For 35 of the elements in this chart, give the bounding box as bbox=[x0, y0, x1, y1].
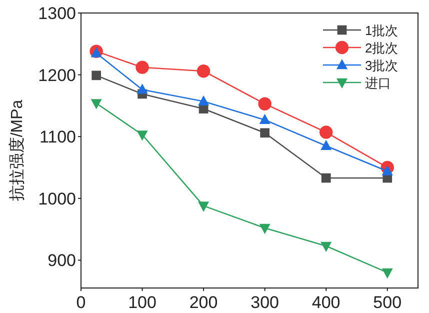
point bbox=[260, 128, 270, 138]
point bbox=[136, 84, 148, 94]
point bbox=[382, 165, 393, 176]
point bbox=[321, 173, 331, 183]
y-axis-title: 抗拉强度/MPa bbox=[8, 100, 26, 202]
point bbox=[196, 64, 210, 78]
x-tick-label: 200 bbox=[189, 293, 218, 312]
x-tick-label: 400 bbox=[312, 293, 340, 312]
y-tick-label: 900 bbox=[48, 251, 76, 270]
point bbox=[320, 140, 332, 150]
point bbox=[136, 130, 148, 141]
point bbox=[198, 95, 210, 106]
legend-label: 1批次 bbox=[365, 23, 398, 38]
point bbox=[259, 224, 270, 234]
point bbox=[136, 60, 149, 74]
y-tick-label: 1000 bbox=[38, 189, 76, 208]
point bbox=[90, 47, 102, 58]
x-tick-label: 0 bbox=[76, 293, 86, 312]
y-tick-label: 1100 bbox=[39, 128, 76, 147]
point bbox=[320, 242, 332, 252]
legend-label: 3批次 bbox=[365, 58, 398, 73]
x-tick-label: 100 bbox=[128, 293, 156, 312]
point bbox=[382, 268, 393, 279]
x-tick-label: 300 bbox=[250, 293, 280, 312]
legend-label: 进口 bbox=[365, 76, 391, 90]
x-tick-label: 500 bbox=[373, 293, 402, 312]
point bbox=[92, 70, 101, 80]
y-tick-label: 1200 bbox=[38, 66, 76, 85]
point bbox=[259, 114, 270, 124]
y-tick-label: 1300 bbox=[38, 4, 76, 23]
point bbox=[90, 99, 102, 110]
point bbox=[258, 97, 272, 110]
legend-label: 2批次 bbox=[365, 40, 398, 56]
point bbox=[319, 126, 333, 139]
point bbox=[198, 202, 210, 212]
